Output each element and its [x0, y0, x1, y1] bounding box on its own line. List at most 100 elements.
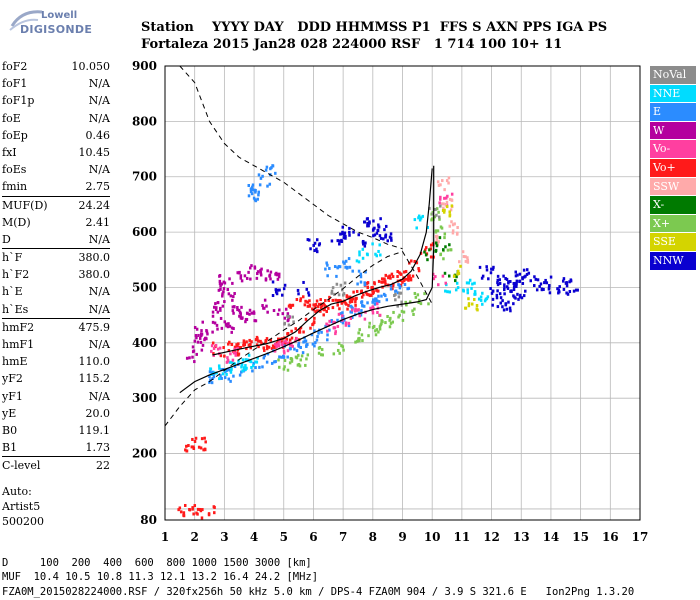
echo-point	[490, 291, 494, 295]
echo-point	[334, 332, 337, 336]
echo-point	[505, 307, 509, 311]
param-name: fmin	[2, 180, 28, 194]
echo-point	[371, 311, 375, 315]
echo-point	[417, 298, 421, 302]
echo-point	[435, 213, 438, 217]
echo-point	[222, 346, 225, 350]
echo-point	[378, 313, 382, 317]
echo-point	[232, 374, 235, 378]
echo-point	[299, 326, 303, 330]
param-name: hmE	[2, 355, 28, 369]
echo-point	[297, 353, 300, 357]
muf-upper-dashed-curve	[179, 65, 403, 250]
echo-point	[390, 272, 394, 276]
echo-point	[432, 277, 436, 281]
echo-point	[247, 343, 251, 347]
echo-point	[229, 379, 232, 383]
echo-point	[283, 283, 287, 287]
echo-point	[283, 365, 286, 369]
echo-point	[399, 272, 403, 276]
echo-point	[509, 280, 512, 284]
echo-point	[496, 278, 500, 282]
echo-point	[368, 220, 371, 224]
echo-point	[208, 380, 211, 384]
echo-point	[343, 318, 346, 322]
echo-point	[191, 355, 194, 359]
echo-point	[219, 316, 223, 320]
echo-point	[256, 197, 259, 201]
echo-point	[328, 295, 331, 299]
echo-point	[445, 200, 449, 204]
echo-point	[398, 291, 401, 295]
echo-point	[447, 176, 451, 180]
echo-point	[512, 302, 515, 306]
auto-version: 500200	[2, 515, 44, 528]
echo-point	[354, 300, 357, 304]
echo-point	[286, 349, 290, 353]
echo-point	[187, 444, 190, 448]
echo-point	[218, 346, 222, 350]
echo-point	[219, 284, 222, 288]
x-tick-label: 16	[602, 530, 619, 544]
echo-point	[306, 353, 310, 357]
echo-point	[236, 271, 239, 275]
y-tick-label: 900	[132, 59, 157, 73]
echo-point	[450, 192, 454, 196]
echo-point	[193, 439, 197, 443]
echo-point	[361, 247, 365, 251]
echo-point	[216, 327, 219, 331]
echo-point	[190, 445, 194, 449]
echo-point	[404, 300, 407, 304]
echo-point	[230, 330, 233, 334]
echo-point	[288, 347, 292, 351]
echo-point	[496, 305, 500, 309]
echo-point	[315, 247, 318, 251]
echo-point	[218, 279, 222, 283]
echo-point	[248, 338, 251, 342]
echo-point	[216, 301, 220, 305]
echo-point	[366, 286, 370, 290]
echo-point	[438, 236, 442, 240]
echo-point	[365, 252, 369, 256]
legend-item: E	[650, 103, 696, 121]
echo-point	[491, 289, 495, 293]
echo-point	[183, 503, 187, 507]
echo-point	[354, 340, 357, 344]
echo-point	[521, 281, 525, 285]
echo-point	[438, 201, 441, 205]
echo-point	[566, 292, 570, 296]
echo-point	[315, 299, 319, 303]
echo-point	[251, 188, 254, 192]
echo-point	[247, 270, 250, 274]
echo-point	[471, 282, 474, 286]
echo-point	[327, 306, 330, 310]
echo-point	[313, 344, 316, 348]
echo-point	[525, 268, 529, 272]
x-tick-label: 7	[339, 530, 347, 544]
param-name: C-level	[2, 459, 41, 473]
echo-point	[229, 352, 232, 356]
echo-point	[433, 215, 437, 219]
echo-point	[188, 356, 191, 360]
echo-point	[213, 511, 216, 515]
echo-point	[295, 337, 298, 341]
param-name: h`E	[2, 285, 23, 299]
echo-point	[230, 326, 234, 330]
echo-point	[277, 275, 281, 279]
param-name: h`F	[2, 251, 23, 265]
echo-point	[418, 218, 422, 222]
param-name: MUF(D)	[2, 198, 48, 212]
echo-point	[286, 368, 290, 372]
echo-point	[491, 303, 494, 307]
echo-point	[307, 291, 310, 295]
echo-point	[461, 250, 465, 254]
echo-point	[233, 345, 237, 349]
echo-point	[200, 516, 204, 520]
echo-point	[479, 295, 483, 299]
echo-point	[368, 321, 371, 325]
echo-point	[236, 306, 239, 310]
echo-point	[191, 506, 194, 510]
echo-point	[192, 512, 195, 516]
echo-point	[374, 252, 377, 256]
echo-point	[351, 297, 355, 301]
